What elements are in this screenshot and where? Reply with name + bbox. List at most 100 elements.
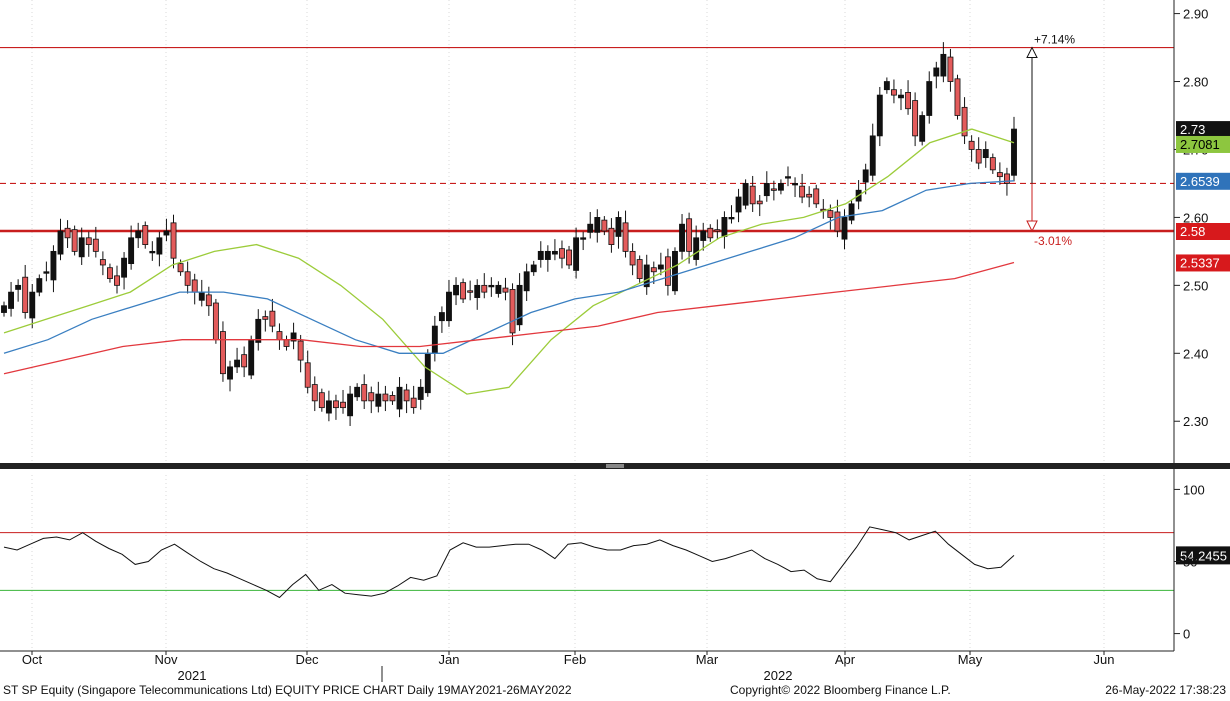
footer-copyright: Copyright© 2022 Bloomberg Finance L.P. [730, 683, 951, 697]
candle-body [318, 392, 325, 409]
candle-body [311, 384, 318, 402]
osc-value-tag [1176, 546, 1230, 565]
candle-body [643, 264, 650, 288]
candle-body [912, 100, 919, 137]
x-tick-label: Jun [1094, 652, 1115, 667]
level-lines [0, 46, 1174, 233]
candle-body [241, 354, 248, 368]
candle-body [608, 227, 615, 245]
candle-body [453, 284, 459, 296]
x-tick-label: May [958, 652, 983, 667]
x-tick-label: Mar [696, 652, 719, 667]
osc-value-label: 54.2455 [1180, 548, 1227, 563]
candle-body [933, 67, 940, 77]
candle-body [862, 169, 869, 183]
candle-body [544, 250, 551, 260]
price-tag-label: 2.7081 [1180, 137, 1220, 152]
candle-body [50, 250, 57, 281]
candle-body [686, 218, 693, 252]
candle-body [615, 217, 622, 237]
candle-body [982, 149, 989, 159]
candle-body [905, 92, 911, 110]
year-label: 2022 [764, 668, 793, 683]
price-tag-label: 2.73 [1180, 122, 1205, 137]
candle-body [389, 395, 396, 402]
candle-body [728, 217, 735, 220]
candle-body [467, 290, 474, 293]
grid [31, 0, 1105, 648]
divider-handle [606, 464, 624, 468]
candle-body [530, 264, 537, 273]
candle-body [657, 264, 664, 270]
candle-body [559, 248, 565, 259]
candle-body [128, 237, 135, 265]
x-tick-label: Feb [564, 652, 586, 667]
candle-body [1, 305, 7, 313]
candle-body [580, 237, 587, 240]
candle-body [36, 278, 43, 293]
price-tag [1176, 254, 1230, 272]
candle-body [622, 222, 629, 252]
candle-body [297, 340, 304, 361]
candle-body [587, 223, 594, 233]
osc-y-tick-label: 100 [1183, 482, 1205, 497]
candle-body [163, 230, 170, 236]
candle-body [883, 81, 890, 91]
candle-body [1003, 173, 1010, 184]
osc-line [3, 526, 1015, 599]
y-tick-label: 2.50 [1183, 278, 1208, 293]
candle-body [714, 229, 721, 232]
candle-body [92, 238, 99, 252]
upside-label: +7.14% [1034, 33, 1075, 47]
candle-body [212, 302, 219, 341]
candle-body [799, 185, 806, 198]
x-tick-label: Apr [835, 652, 856, 667]
candle-body [601, 219, 608, 232]
candlesticks [1, 42, 1017, 426]
osc-y-tick-label: 50 [1183, 555, 1197, 570]
moving-average-line [3, 128, 1015, 395]
candle-body [290, 332, 297, 342]
candle-body [347, 393, 354, 417]
candle-body [15, 284, 22, 290]
price-tag-label: 2.58 [1180, 224, 1205, 239]
moving-average-line [3, 261, 1015, 375]
candle-body [375, 393, 382, 407]
moving-average-line [3, 180, 1015, 354]
candle-body [22, 276, 29, 313]
candle-body [848, 203, 855, 221]
candle-body [438, 312, 445, 322]
candle-body [234, 359, 241, 368]
candle-body [636, 259, 643, 279]
candle-body [156, 237, 163, 255]
candle-body [629, 250, 636, 266]
candle-body [721, 217, 728, 237]
candle-body [989, 157, 996, 171]
candle-body [551, 250, 558, 255]
candle-body [926, 81, 933, 116]
candle-body [785, 176, 791, 179]
candle-body [85, 237, 92, 245]
candle-body [354, 386, 361, 398]
candle-body [876, 94, 883, 137]
candle-body [262, 316, 269, 320]
x-tick-label: Jan [439, 652, 460, 667]
candle-body [149, 250, 156, 254]
candle-body [516, 284, 523, 326]
candle-body [276, 331, 283, 341]
candle-body [198, 291, 205, 301]
candle-body [792, 183, 798, 186]
candle-body [834, 211, 841, 232]
oscillator-panel: 54.2455 [0, 526, 1230, 599]
candle-body [78, 237, 85, 258]
candle-body [333, 400, 339, 409]
candle-body [396, 386, 403, 410]
candle-body [537, 250, 544, 260]
footer-timestamp: 26-May-2022 17:38:23 [1105, 683, 1226, 697]
moving-averages [3, 128, 1015, 395]
x-tick-label: Nov [154, 652, 178, 667]
candle-body [954, 78, 961, 116]
osc-y-tick-label: 0 [1183, 627, 1190, 642]
candle-body [142, 225, 149, 245]
candle-body [474, 284, 481, 298]
